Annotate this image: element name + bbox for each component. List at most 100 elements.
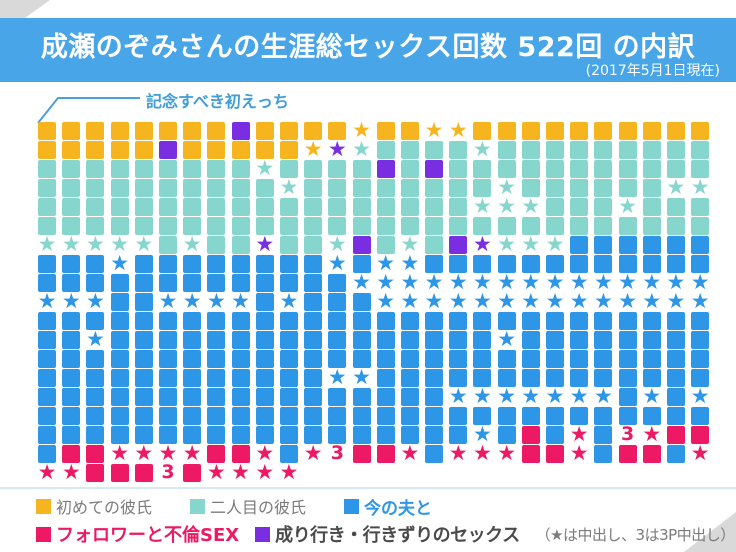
- waffle-square: [374, 387, 398, 406]
- waffle-square: [59, 387, 83, 406]
- waffle-square: [543, 178, 567, 197]
- waffle-square: [374, 311, 398, 330]
- waffle-square: [591, 406, 615, 425]
- waffle-square: [253, 216, 277, 235]
- waffle-star: ★: [545, 232, 565, 256]
- waffle-square: [446, 235, 470, 254]
- waffle-square: [567, 349, 591, 368]
- waffle-square: [616, 235, 640, 254]
- waffle-square: [325, 216, 349, 235]
- waffle-star: ★: [690, 441, 710, 465]
- waffle-row: [35, 406, 712, 425]
- waffle-square: [132, 197, 156, 216]
- waffle-square: [325, 273, 349, 292]
- waffle-square: [664, 444, 688, 463]
- waffle-square: [398, 216, 422, 235]
- waffle-square: [495, 368, 519, 387]
- waffle-star: ★: [473, 441, 492, 465]
- waffle-star: ★: [690, 384, 710, 408]
- legend-label: フォロワーと不倫SEX: [56, 525, 240, 546]
- legend-label: 成り行き・行きずりのセックス: [275, 525, 520, 546]
- waffle-square: [156, 216, 180, 235]
- waffle-square: [156, 197, 180, 216]
- waffle-star: ★: [37, 289, 57, 313]
- waffle-star: ★: [376, 251, 396, 275]
- waffle-square: [688, 121, 712, 140]
- waffle-square: [59, 425, 83, 444]
- waffle-square: [35, 197, 59, 216]
- waffle-square: [640, 406, 664, 425]
- waffle-square: [59, 444, 83, 463]
- waffle-square: [108, 178, 132, 197]
- waffle-square: [156, 254, 180, 273]
- waffle-star: ★: [569, 384, 589, 408]
- waffle-square: [132, 406, 156, 425]
- waffle-square: [349, 444, 373, 463]
- waffle-row: ★ ★ 3 ★: [35, 424, 712, 445]
- waffle-square: [616, 330, 640, 349]
- waffle-square: [59, 140, 83, 159]
- waffle-square: [616, 349, 640, 368]
- legend-swatch: [36, 498, 51, 514]
- waffle-square: [640, 140, 664, 159]
- waffle-square: [422, 159, 446, 178]
- waffle-square: [567, 311, 591, 330]
- waffle-square: [35, 140, 59, 159]
- waffle-square: [398, 197, 422, 216]
- waffle-square: [519, 406, 543, 425]
- waffle-square: [180, 311, 204, 330]
- waffle-square: [35, 387, 59, 406]
- waffle-square: [277, 254, 301, 273]
- waffle-square: [349, 406, 373, 425]
- waffle-square: [374, 159, 398, 178]
- waffle-square: [640, 178, 664, 197]
- waffle-square: [132, 292, 156, 311]
- waffle-square: [229, 330, 253, 349]
- waffle-square: [688, 368, 712, 387]
- waffle-square: [640, 330, 664, 349]
- waffle-square: [156, 273, 180, 292]
- waffle-square: [132, 273, 156, 292]
- waffle-star: ★: [279, 289, 299, 313]
- waffle-square: [204, 444, 228, 463]
- waffle-row: ★ ★ ★ ★ ★ ★ 3 ★ ★ ★ ★ ★ ★: [35, 441, 712, 465]
- waffle-square: [470, 368, 494, 387]
- waffle-square: [495, 159, 519, 178]
- waffle-square: [204, 159, 228, 178]
- waffle-row: ★ ★ ★ ★: [35, 251, 712, 275]
- date-note: (2017年5月1日現在): [585, 63, 720, 79]
- waffle-square: [640, 349, 664, 368]
- waffle-square: [616, 406, 640, 425]
- waffle-square: [616, 121, 640, 140]
- waffle-square: [519, 121, 543, 140]
- waffle-square: [325, 406, 349, 425]
- waffle-row: ★ ★ ★ ★ ★ ★ ★ ★ ★ ★ ★ ★ ★ ★ ★: [35, 272, 712, 293]
- waffle-star: ★: [400, 441, 420, 465]
- waffle-square: [108, 330, 132, 349]
- waffle-star: ★: [424, 118, 444, 142]
- waffle-square: [83, 178, 107, 197]
- waffle-square: [83, 121, 107, 140]
- annotation-first-time-label: 記念すべき初えっち: [146, 92, 289, 111]
- waffle-square: [83, 197, 107, 216]
- waffle-threesome-mark: 3: [330, 442, 344, 464]
- waffle-square: [519, 330, 543, 349]
- waffle-square: [35, 178, 59, 197]
- waffle-square: [591, 235, 615, 254]
- legend-row-1: 初めての彼氏 二人目の彼氏 今の夫と: [36, 494, 732, 519]
- waffle-star: ★: [545, 384, 565, 408]
- waffle-square: [35, 368, 59, 387]
- waffle-square: [325, 159, 349, 178]
- waffle-square: [616, 387, 640, 406]
- waffle-star: ★: [473, 194, 492, 218]
- legend-swatch: [344, 498, 360, 514]
- waffle-square: [301, 273, 325, 292]
- waffle-square: [591, 311, 615, 330]
- waffle-square: [277, 235, 301, 254]
- waffle-star: ★: [134, 232, 154, 256]
- waffle-square: [519, 311, 543, 330]
- waffle-star: ★: [158, 289, 178, 313]
- waffle-square: [616, 311, 640, 330]
- waffle-star: ★: [110, 251, 130, 275]
- waffle-chart: ★ ★ ★ ★ ★ ★ ★ ★ ★ ★ ★ ★ ★ ★ ★ ★ ★ ★ ★ ★ ★ ★ ★ ★ ★ ★ ★ ★ ★ ★ ★ ★ ★ ★ ★ ★ ★ ★ ★ ★…: [35, 118, 712, 483]
